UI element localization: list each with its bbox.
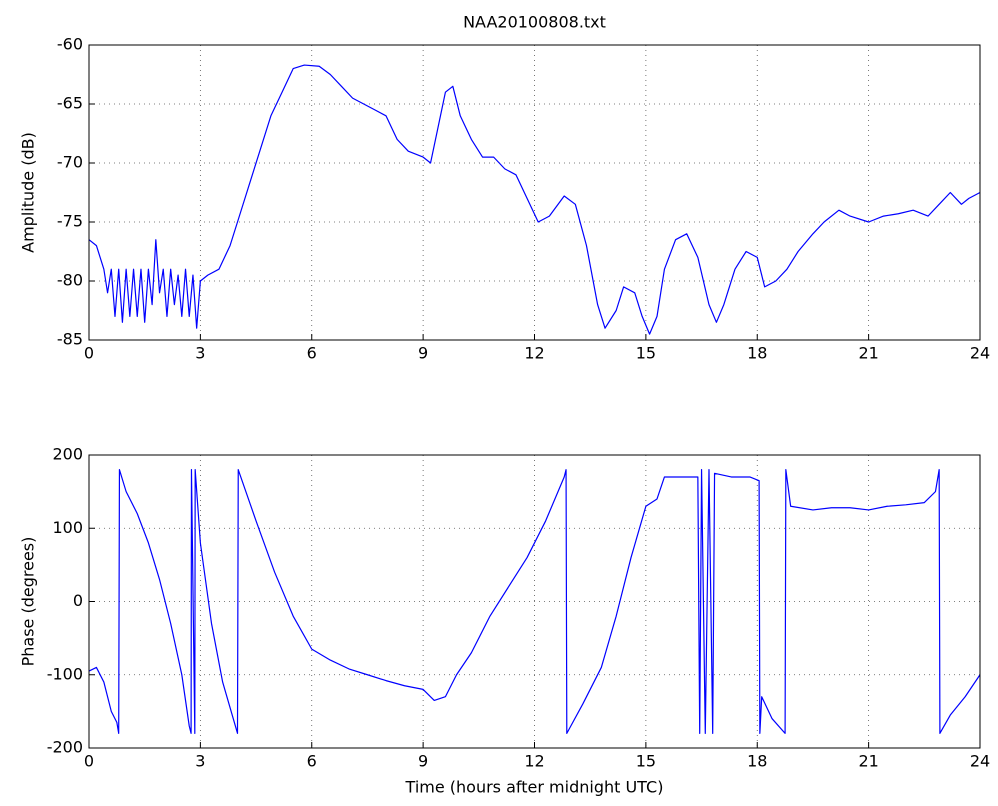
x-tick-label: 12 [524,752,544,771]
chart-title: NAA20100808.txt [463,13,606,32]
x-tick-label: 21 [858,752,878,771]
y-tick-label: -80 [57,271,83,290]
x-tick-label: 24 [970,344,990,363]
y-tick-label: 0 [73,591,83,610]
y-tick-label: 200 [52,445,83,464]
y-tick-label: -60 [57,35,83,54]
y-tick-label: 100 [52,518,83,537]
x-tick-label: 18 [747,344,767,363]
x-tick-label: 0 [84,344,94,363]
x-tick-label: 15 [636,752,656,771]
y-tick-label: -85 [57,330,83,349]
axes-frame [88,44,981,341]
data-line [88,469,981,734]
x-tick-label: 3 [195,344,205,363]
x-tick-label: 3 [195,752,205,771]
y-tick-label: -200 [47,738,83,757]
x-tick-label: 9 [418,752,428,771]
y-tick-label: -75 [57,212,83,231]
y-axis-label: Amplitude (dB) [19,132,38,253]
y-axis-label: Phase (degrees) [19,537,38,667]
x-tick-label: 15 [636,344,656,363]
data-line [88,64,981,335]
x-tick-label: 12 [524,344,544,363]
x-tick-label: 9 [418,344,428,363]
x-axis-label: Time (hours after midnight UTC) [405,778,664,797]
x-tick-label: 21 [858,344,878,363]
axes-frame [88,454,981,749]
x-tick-label: 6 [307,344,317,363]
y-tick-label: -65 [57,94,83,113]
y-tick-label: -100 [47,664,83,683]
x-tick-label: 0 [84,752,94,771]
y-tick-label: -70 [57,153,83,172]
x-tick-label: 6 [307,752,317,771]
x-tick-label: 18 [747,752,767,771]
x-tick-label: 24 [970,752,990,771]
